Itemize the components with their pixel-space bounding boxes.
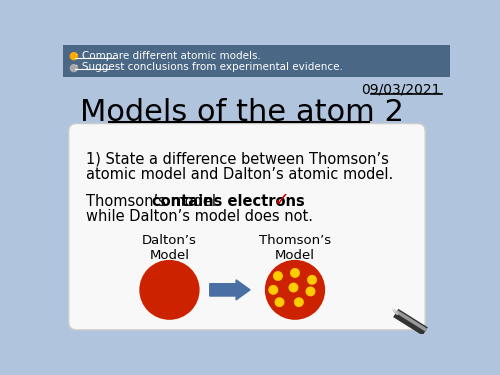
Text: contains electrons: contains electrons bbox=[152, 194, 304, 208]
Text: : Compare different atomic models.: : Compare different atomic models. bbox=[75, 51, 261, 61]
Text: 1) State a difference between Thomson’s: 1) State a difference between Thomson’s bbox=[86, 151, 388, 166]
Text: Models of the atom 2: Models of the atom 2 bbox=[80, 98, 404, 127]
Circle shape bbox=[290, 268, 300, 277]
Text: ●: ● bbox=[68, 51, 78, 61]
FancyBboxPatch shape bbox=[68, 123, 425, 330]
Text: ●: ● bbox=[68, 62, 78, 72]
Text: atomic model and Dalton’s atomic model.: atomic model and Dalton’s atomic model. bbox=[86, 166, 393, 182]
Text: : Suggest conclusions from experimental evidence.: : Suggest conclusions from experimental … bbox=[75, 62, 343, 72]
Circle shape bbox=[274, 272, 282, 280]
Circle shape bbox=[266, 261, 324, 319]
Circle shape bbox=[308, 276, 316, 284]
Text: while Dalton’s model does not.: while Dalton’s model does not. bbox=[86, 209, 313, 224]
Text: Thomson’s model: Thomson’s model bbox=[86, 194, 220, 208]
Circle shape bbox=[289, 284, 298, 292]
Circle shape bbox=[306, 287, 315, 296]
Circle shape bbox=[269, 286, 278, 294]
FancyArrow shape bbox=[210, 280, 250, 300]
Text: 09/03/2021: 09/03/2021 bbox=[361, 82, 440, 97]
Text: Thomson’s
Model: Thomson’s Model bbox=[259, 234, 331, 262]
Circle shape bbox=[275, 298, 284, 306]
FancyBboxPatch shape bbox=[62, 45, 450, 77]
Text: Dalton’s
Model: Dalton’s Model bbox=[142, 234, 197, 262]
Circle shape bbox=[140, 261, 199, 319]
Text: ✓: ✓ bbox=[267, 191, 290, 210]
Circle shape bbox=[294, 298, 303, 306]
